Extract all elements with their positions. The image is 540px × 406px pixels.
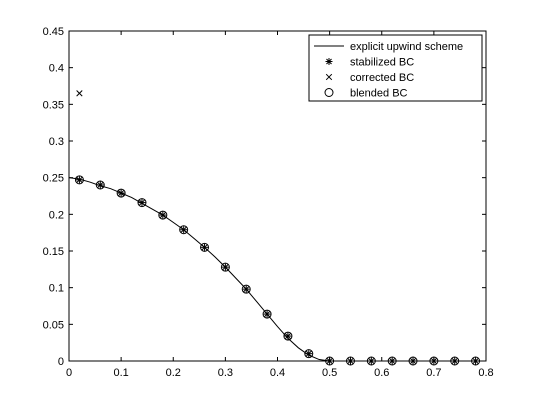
stabilized-bc-marker [451, 357, 459, 365]
stabilized-bc-marker [346, 357, 354, 365]
x-tick-label: 0.4 [270, 367, 285, 379]
legend-label: explicit upwind scheme [350, 41, 463, 53]
stabilized-bc-marker [409, 357, 417, 365]
blended-bc-marker [74, 175, 84, 185]
y-tick-label: 0.05 [43, 319, 64, 331]
y-tick-label: 0.25 [43, 173, 64, 185]
x-tick-label: 0.3 [218, 367, 233, 379]
x-tick-label: 0.6 [374, 367, 389, 379]
x-tick-label: 0.8 [478, 367, 493, 379]
y-tick-label: 0.15 [43, 246, 64, 258]
x-tick-label: 0.1 [113, 367, 128, 379]
y-tick-label: 0.3 [49, 136, 64, 148]
blended-bc-marker [220, 262, 230, 272]
blended-bc-marker [471, 356, 481, 366]
x-axis: 0 0.1 0.2 0.3 0.4 0.5 0.6 0.7 0.8 [66, 31, 494, 379]
blended-bc-marker [116, 188, 126, 198]
legend-circle-sample [324, 88, 334, 97]
x-tick-label: 0.2 [166, 367, 181, 379]
stabilized-bc-marker [96, 181, 104, 189]
stabilized-bc-marker [159, 211, 167, 219]
x-tick-label: 0.7 [426, 367, 441, 379]
legend-asterisk-sample [325, 58, 333, 65]
y-tick-label: 0.1 [49, 283, 64, 295]
x-tick-label: 0 [66, 367, 72, 379]
y-axis: 0 0.05 0.1 0.15 0.2 0.25 0.3 0.35 0.4 0.45 [43, 26, 486, 368]
y-tick-label: 0.4 [49, 63, 64, 75]
corrected-bc-marker [76, 90, 83, 97]
legend: explicit upwind scheme stabilized BC corre… [308, 34, 483, 102]
stabilized-bc-marker [284, 332, 292, 340]
blended-bc-marker [158, 210, 168, 220]
y-tick-label: 0.35 [43, 99, 64, 111]
legend-label: blended BC [350, 88, 408, 100]
blended-bc-marker [387, 356, 397, 366]
blended-bc-marker [408, 356, 418, 366]
blended-bc-marker [262, 309, 272, 319]
stabilized-bc-marker [201, 243, 209, 251]
x-tick-label: 0.5 [322, 367, 337, 379]
blended-bc-marker [345, 356, 355, 366]
blended-bc-marker [137, 198, 147, 208]
legend-label: stabilized BC [350, 57, 414, 69]
blended-bc-marker [179, 225, 189, 235]
stabilized-bc-marker [472, 357, 480, 365]
stabilized-bc-marker [221, 263, 229, 271]
stabilized-bc-marker [138, 199, 146, 207]
stabilized-bc-marker [117, 189, 125, 197]
stabilized-bc-marker [242, 285, 250, 293]
blended-bc-marker [95, 180, 105, 190]
y-tick-label: 0.45 [43, 26, 64, 38]
y-tick-label: 0.2 [49, 209, 64, 221]
blended-bc-marker [304, 349, 314, 359]
stabilized-bc-marker [388, 357, 396, 365]
blended-bc-marker [366, 356, 376, 366]
stabilized-bc-marker [305, 350, 313, 358]
y-tick-label: 0 [58, 356, 64, 368]
blended-bc-marker [450, 356, 460, 366]
stabilized-bc-marker [75, 176, 83, 184]
legend-label: corrected BC [350, 72, 414, 84]
blended-bc-marker [241, 284, 251, 294]
blended-bc-marker [200, 242, 210, 252]
legend-cross-sample [325, 73, 333, 81]
stabilized-bc-marker [180, 226, 188, 234]
stabilized-bc-marker [367, 357, 375, 365]
blended-bc-marker [283, 331, 293, 341]
stabilized-bc-marker [263, 310, 271, 318]
